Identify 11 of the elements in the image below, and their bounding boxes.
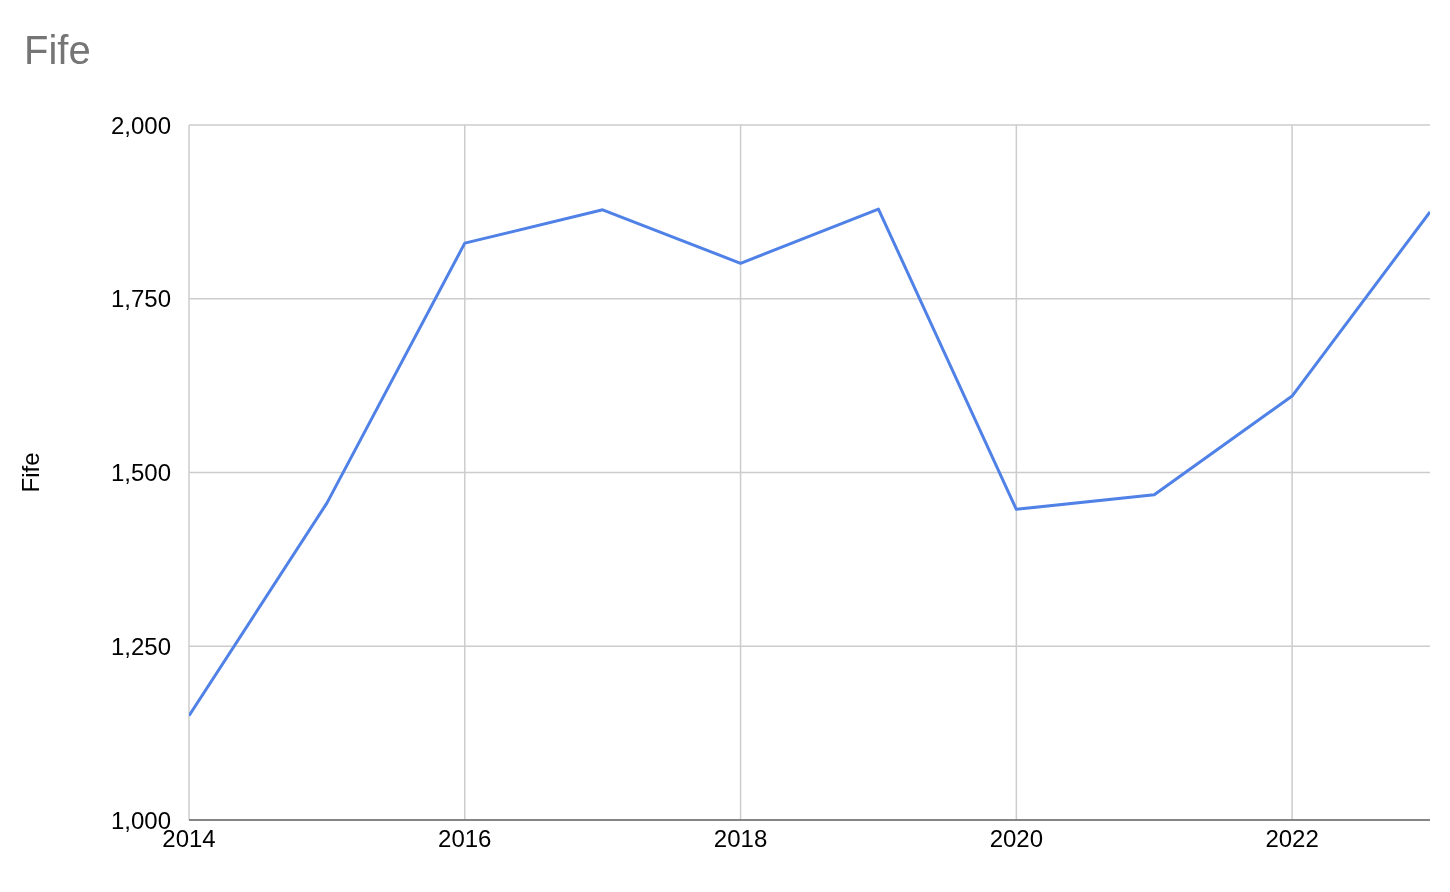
line-series [189,207,1430,718]
x-tick-label: 2016 [438,825,492,853]
x-tick-label: 2020 [989,825,1044,853]
x-tick-label: 2018 [713,825,768,853]
chart-title: Fife [24,28,91,72]
y-tick-label: 1,250 [110,632,171,660]
x-tick-label: 2022 [1265,825,1319,853]
y-tick-label: 1,500 [110,459,171,487]
y-tick-label: 2,000 [110,111,171,139]
y-tick-label: 1,750 [110,285,171,313]
y-axis-title: Fife [16,452,44,493]
